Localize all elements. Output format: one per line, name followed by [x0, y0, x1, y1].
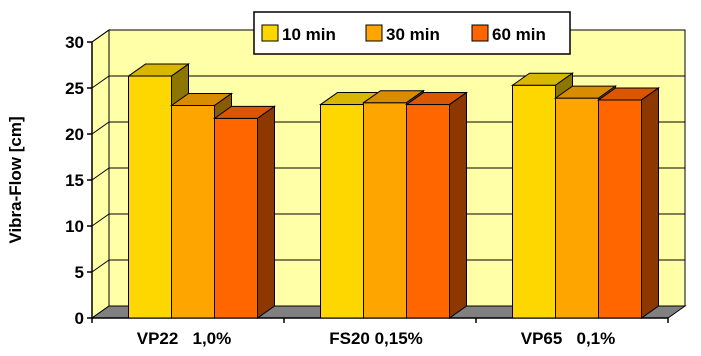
gridline-side — [91, 259, 110, 273]
legend-swatch — [261, 24, 279, 42]
bars — [126, 63, 661, 319]
bar-front — [555, 97, 599, 319]
bar-front — [512, 84, 556, 319]
x-category-label: FS20 0,15% — [329, 329, 423, 348]
legend-swatch — [471, 24, 489, 42]
y-tick-label: 30 — [65, 33, 84, 52]
legend-box — [253, 11, 571, 55]
gridline-side — [91, 167, 110, 181]
gridline-side — [91, 121, 110, 135]
legend-label: 60 min — [492, 25, 546, 44]
gridline-side — [91, 213, 110, 227]
y-tick-label: 0 — [75, 309, 84, 328]
legend: 10 min 30 min 60 min — [253, 11, 571, 55]
bar-side — [257, 105, 275, 319]
legend-swatch — [365, 24, 383, 42]
y-tick-labels: 0 5 10 15 20 25 30 — [65, 33, 84, 328]
y-tick-label: 5 — [75, 263, 84, 282]
legend-label: 30 min — [386, 25, 440, 44]
gridline-side — [91, 29, 110, 43]
bar-front — [171, 104, 215, 319]
y-tick-label: 25 — [65, 79, 84, 98]
bar-side — [449, 91, 467, 319]
y-axis-title: Vibra-Flow [cm] — [6, 116, 25, 243]
gridline-side — [91, 75, 110, 89]
bar-front — [128, 75, 172, 319]
bar-front — [406, 104, 450, 319]
category-labels: VP22 1,0% FS20 0,15% VP65 0,1% — [137, 329, 616, 348]
legend-label: 10 min — [282, 25, 336, 44]
bar-side — [641, 86, 659, 319]
y-tick-label: 20 — [65, 125, 84, 144]
bar-front — [598, 99, 642, 319]
y-tick-label: 10 — [65, 217, 84, 236]
y-tick-label: 15 — [65, 171, 84, 190]
bar-front — [214, 117, 258, 319]
x-category-label: VP22 1,0% — [137, 329, 232, 348]
bar-front — [320, 104, 364, 319]
bar-front — [363, 102, 407, 319]
x-category-label: VP65 0,1% — [521, 329, 616, 348]
